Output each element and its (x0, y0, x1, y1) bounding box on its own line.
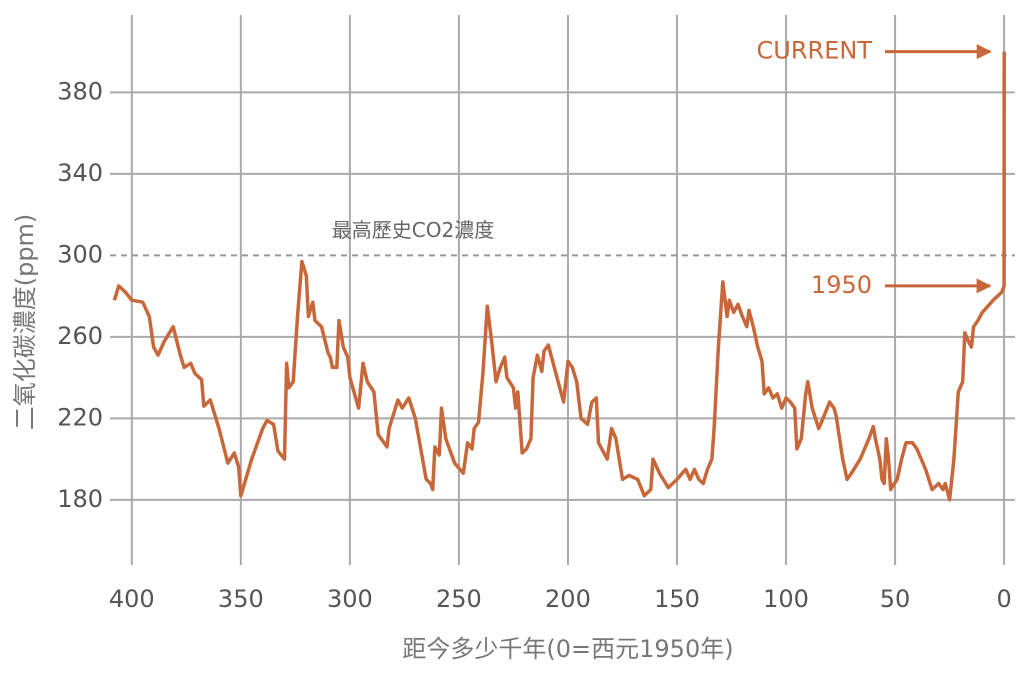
x-axis-label: 距今多少千年(0=西元1950年) (402, 635, 733, 663)
reference-label: 最高歷史CO2濃度 (332, 218, 494, 242)
y-tick-label: 340 (57, 159, 103, 187)
x-tick-label: 150 (654, 585, 700, 613)
data-line (112, 51, 1006, 502)
annotation: CURRENT (757, 37, 873, 65)
x-tick-label: 300 (327, 585, 373, 613)
x-tick-label: 200 (545, 585, 591, 613)
y-tick-label: 260 (57, 322, 103, 350)
y-tick-label: 180 (57, 485, 103, 513)
y-tick-label: 300 (57, 240, 103, 268)
y-tick-label: 220 (57, 403, 103, 431)
y-axis-label: 二氧化碳濃度(ppm) (11, 214, 39, 431)
x-tick-label: 50 (880, 585, 911, 613)
y-tick-label: 380 (57, 77, 103, 105)
x-tick-label: 400 (109, 585, 155, 613)
x-tick-label: 100 (763, 585, 809, 613)
x-tick-label: 250 (436, 585, 482, 613)
annotation: 1950 (811, 271, 872, 299)
x-tick-label: 0 (996, 585, 1011, 613)
x-tick-label: 350 (218, 585, 264, 613)
